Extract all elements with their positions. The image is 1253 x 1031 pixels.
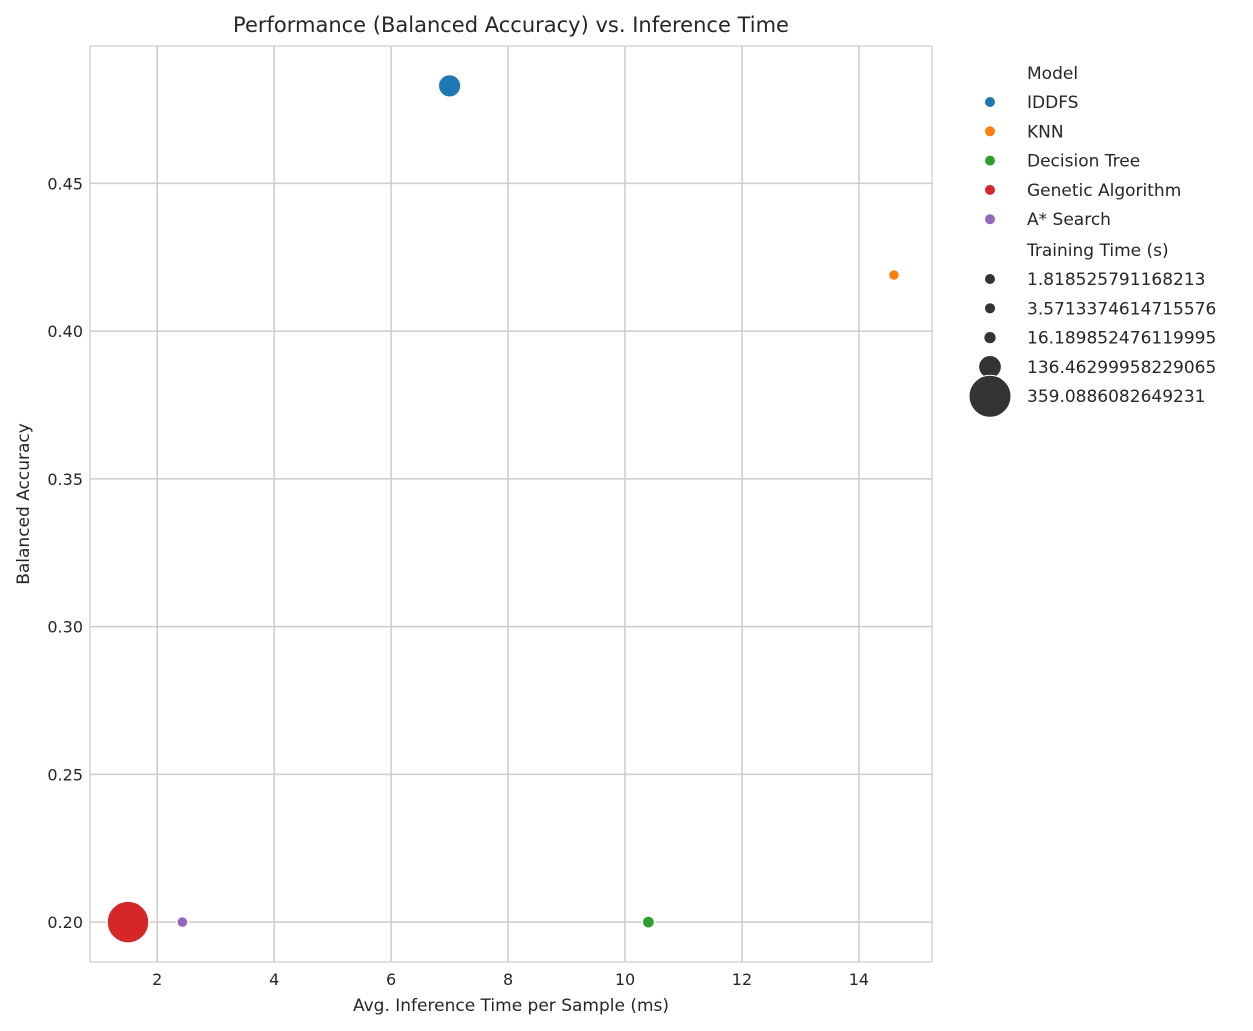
y-tick-label: 0.20	[47, 913, 83, 932]
x-tick-label: 8	[503, 970, 513, 989]
legend-size-label: 3.5713374614715576	[1027, 299, 1216, 319]
y-tick-label: 0.25	[47, 765, 83, 784]
data-point-decision-tree	[641, 915, 656, 929]
legend-swatch	[984, 154, 996, 167]
data-point-iddfs	[437, 73, 462, 98]
legend-size-label: 1.818525791168213	[1027, 270, 1205, 290]
x-tick-label: 12	[732, 970, 752, 989]
x-tick-label: 4	[269, 970, 279, 989]
data-point-a-search	[176, 915, 189, 929]
legend-swatch	[984, 183, 996, 196]
legend-size-label: 136.46299958229065	[1027, 358, 1216, 378]
y-tick-label: 0.40	[47, 322, 83, 341]
legend-swatch	[984, 96, 996, 108]
data-point-genetic-algorithm	[106, 900, 150, 944]
x-tick-label: 6	[386, 970, 396, 989]
plot-frame	[89, 45, 933, 963]
legend-model-entries: IDDFS KNN Decision Tree Genetic Algorithm A*…	[984, 93, 1181, 230]
y-tick-label: 0.45	[47, 174, 83, 193]
legend-model-label: A* Search	[1027, 210, 1111, 230]
legend-size-marker	[983, 330, 997, 345]
legend-size-marker	[968, 374, 1012, 418]
legend-model-label: Genetic Algorithm	[1027, 181, 1181, 201]
legend-size-label: 16.189852476119995	[1027, 329, 1216, 349]
y-tick-label: 0.30	[47, 618, 83, 637]
y-axis-label: Balanced Accuracy	[14, 423, 34, 585]
x-tick-labels: 2 4 6 8 10 12 14	[152, 970, 869, 989]
legend-size-entries: 1.818525791168213 3.5713374614715576 16.18…	[968, 270, 1216, 418]
legend: Model IDDFS KNN Decision Tree Genetic Algor…	[968, 64, 1216, 418]
x-tick-label: 14	[849, 970, 869, 989]
legend-model-label: IDDFS	[1027, 93, 1078, 113]
legend-model-label: Decision Tree	[1027, 152, 1140, 172]
x-axis-label: Avg. Inference Time per Sample (ms)	[353, 996, 669, 1016]
legend-size-label: 359.0886082649231	[1027, 387, 1205, 407]
x-tick-label: 2	[152, 970, 162, 989]
legend-swatch	[984, 213, 996, 226]
legend-model-label: KNN	[1027, 122, 1064, 142]
y-tick-label: 0.35	[47, 470, 83, 489]
x-tick-label: 10	[615, 970, 635, 989]
legend-size-marker	[983, 302, 997, 315]
legend-size-title: Training Time (s)	[1026, 241, 1169, 261]
legend-size-marker	[984, 273, 996, 285]
chart-title: Performance (Balanced Accuracy) vs. Infe…	[233, 13, 789, 37]
grid-lines	[90, 46, 932, 962]
data-points	[106, 73, 901, 944]
y-tick-labels: 0.20 0.25 0.30 0.35 0.40 0.45	[47, 174, 83, 932]
data-point-knn	[887, 268, 901, 282]
legend-swatch	[984, 125, 996, 138]
legend-hue-title: Model	[1027, 64, 1078, 84]
